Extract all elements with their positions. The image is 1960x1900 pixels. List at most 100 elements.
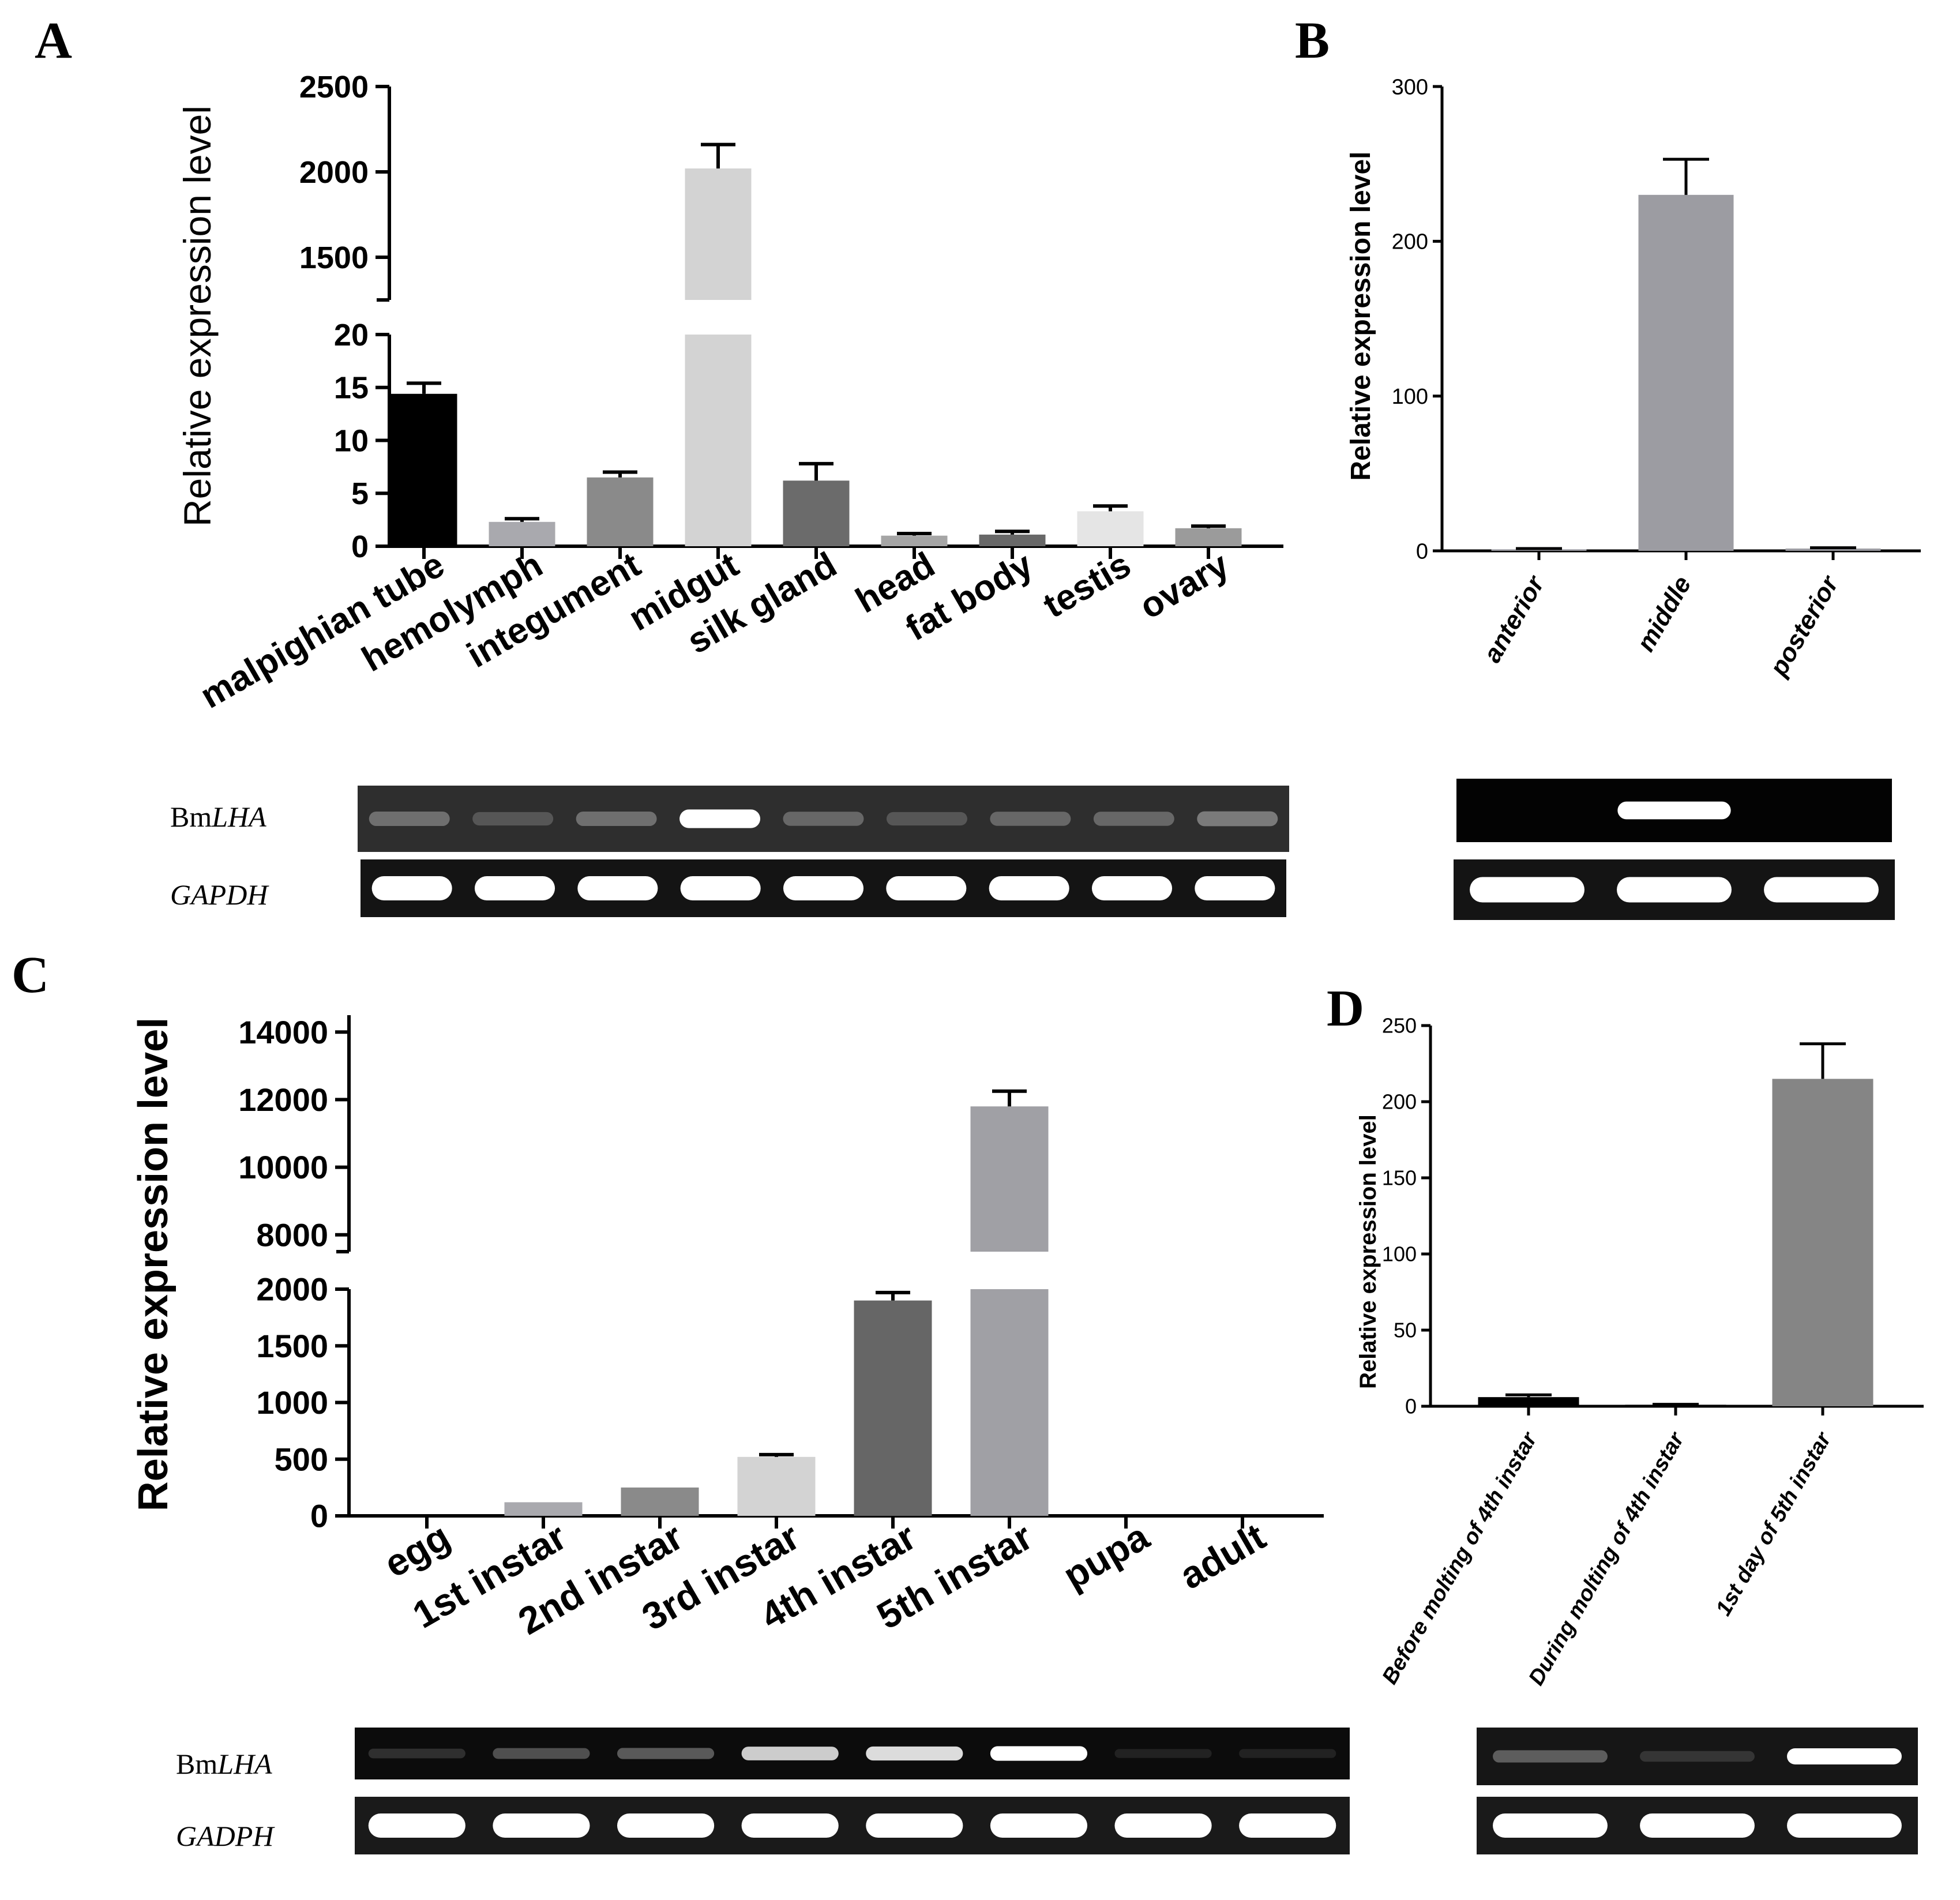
gel-a-top-label: BmLHA — [170, 801, 266, 833]
a-ytick-label: 20 — [334, 318, 369, 352]
b-y-axis-label: Relative expression level — [1346, 152, 1376, 481]
a-gel-band — [679, 809, 761, 828]
d-gel-band — [1493, 1813, 1608, 1838]
a-gel-band — [1197, 811, 1278, 827]
d-gel-band — [1787, 1813, 1902, 1838]
b-ytick-label: 100 — [1392, 385, 1428, 409]
a-bar — [685, 335, 752, 546]
c-ytick-label: 14000 — [238, 1014, 328, 1050]
c-ytick-label: 1000 — [256, 1384, 328, 1421]
c-gel-band — [368, 1748, 465, 1759]
c-bar — [504, 1502, 583, 1516]
b-bar — [1638, 194, 1734, 551]
c-ytick-label: 12000 — [238, 1082, 328, 1118]
d-y-axis-label: Relative expression level — [1356, 1114, 1381, 1389]
d-ytick-label: 100 — [1382, 1242, 1417, 1266]
b-ytick-label: 0 — [1416, 539, 1428, 564]
a-gel-band — [369, 811, 450, 827]
a-ytick-label: 15 — [334, 371, 369, 405]
c-y-axis-label: Relative expression level — [130, 1017, 177, 1511]
b-gel-band — [1470, 877, 1584, 903]
a-bar — [391, 393, 457, 546]
a-bar-upper — [685, 168, 752, 300]
gel-c: BmLHA GADPH — [176, 1728, 1350, 1854]
c-bar — [854, 1300, 932, 1516]
c-category-label: egg — [377, 1515, 457, 1586]
a-gel-band — [1091, 876, 1173, 900]
a-ytick-label: 2500 — [299, 70, 369, 104]
c-bar — [621, 1487, 699, 1516]
d-ytick-label: 50 — [1394, 1319, 1417, 1342]
d-ytick-label: 150 — [1382, 1166, 1417, 1190]
a-bar — [881, 535, 948, 546]
panel-label-a: A — [35, 12, 72, 69]
a-gel-band — [783, 876, 864, 900]
d-ytick-label: 0 — [1405, 1395, 1417, 1418]
a-ytick-label: 5 — [351, 476, 369, 511]
d-ytick-label: 250 — [1382, 1014, 1417, 1038]
a-gel-band — [990, 812, 1071, 826]
c-ytick-label: 0 — [310, 1498, 328, 1534]
b-bar — [1491, 549, 1587, 551]
a-gel-band — [989, 876, 1069, 900]
c-gel-band — [617, 1748, 715, 1759]
c-gel-band — [1239, 1813, 1336, 1838]
a-gel-band — [474, 876, 555, 900]
a-ytick-label: 1500 — [299, 241, 369, 275]
c-gel-band — [866, 1746, 963, 1761]
a-ytick-label: 2000 — [299, 155, 369, 190]
a-gel-band — [1093, 812, 1174, 826]
d-bar — [1478, 1397, 1579, 1406]
a-bar — [489, 521, 555, 546]
chart-d: 0 50 100 150 200 250 Relative expression level… — [1356, 1014, 1924, 1689]
gel-b — [1454, 779, 1895, 920]
a-bar — [587, 477, 654, 546]
c-category-label: adult — [1172, 1515, 1272, 1597]
a-gel-band — [472, 812, 554, 826]
c-bar-upper — [970, 1106, 1049, 1252]
panel-label-d: D — [1327, 980, 1364, 1037]
c-bar — [970, 1289, 1049, 1516]
b-bar — [1785, 548, 1881, 551]
a-category-label: testis — [1037, 545, 1137, 626]
a-gel-band — [783, 812, 864, 826]
b-ytick-label: 300 — [1392, 75, 1428, 99]
d-ytick-label: 200 — [1382, 1090, 1417, 1114]
c-gel-band — [990, 1813, 1088, 1838]
c-ytick-label: 2000 — [256, 1271, 328, 1308]
d-category-label: During molting of 4th instar — [1524, 1428, 1689, 1689]
panel-label-c: C — [12, 947, 49, 1004]
c-category-label: pupa — [1056, 1514, 1157, 1597]
panel-label-b: B — [1295, 12, 1330, 69]
c-gel-band — [741, 1747, 839, 1760]
c-gel-band — [368, 1813, 465, 1838]
d-gel-band — [1640, 1751, 1755, 1762]
gel-c-bottom-label: GADPH — [176, 1820, 275, 1852]
a-gel-band — [886, 812, 967, 826]
c-gel-band — [741, 1813, 839, 1838]
d-category-label: Before molting of 4th instar — [1377, 1428, 1542, 1689]
chart-b: 0 100 200 300 Relative expression level anter… — [1346, 75, 1921, 681]
a-bar — [1175, 528, 1242, 546]
c-gel-band — [1114, 1813, 1212, 1838]
c-ytick-label: 500 — [275, 1441, 328, 1477]
a-gel-band — [680, 876, 761, 900]
c-ytick-label: 10000 — [238, 1149, 328, 1185]
c-ytick-label: 1500 — [256, 1328, 328, 1364]
c-gel-band — [866, 1813, 963, 1838]
d-gel-band — [1787, 1748, 1902, 1764]
a-ytick-label: 0 — [351, 530, 369, 564]
chart-a: 0 5 10 15 20 1500 2000 2500 Relative expression … — [176, 70, 1283, 716]
chart-c: 0 500 1000 1500 2000 8000 10000 12000 14000 Relat… — [130, 1014, 1324, 1643]
b-ytick-label: 200 — [1392, 230, 1428, 254]
d-gel-band — [1493, 1750, 1608, 1763]
b-category-label: anterior — [1478, 570, 1550, 667]
c-gel-band — [617, 1813, 715, 1838]
c-gel-band — [990, 1746, 1088, 1761]
a-gel-band — [371, 876, 452, 900]
gel-d — [1477, 1728, 1918, 1854]
c-gel-band — [1114, 1749, 1212, 1758]
b-category-label: middle — [1631, 572, 1696, 656]
a-gel-band — [576, 811, 657, 827]
